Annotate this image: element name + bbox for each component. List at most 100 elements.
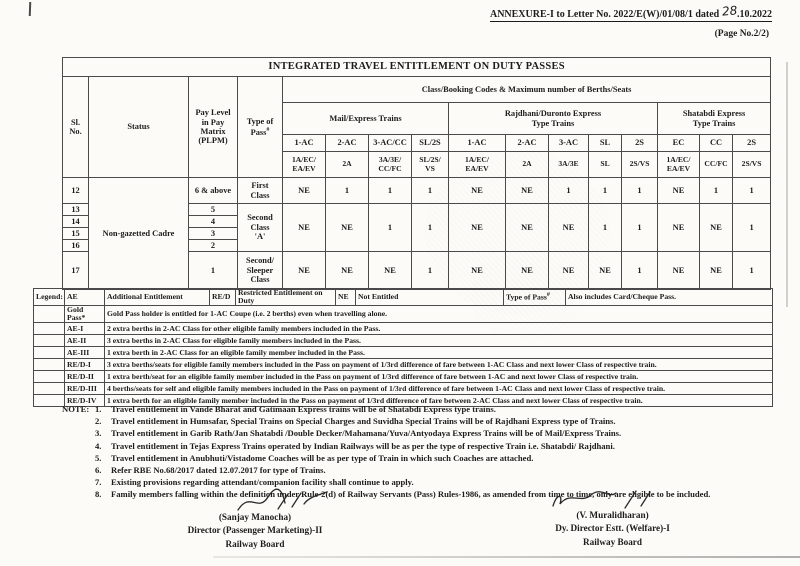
pay-level-cell: 3 bbox=[188, 227, 238, 240]
signatory-name: (Sanjay Manocha) bbox=[218, 512, 292, 522]
annexure-date: .10.2022 bbox=[737, 9, 772, 20]
pay-level-cell: 6 & above bbox=[188, 177, 238, 204]
legend-table: Legend: AE Additional Entitlement RE/D R… bbox=[33, 287, 773, 408]
value-cell: 1 bbox=[621, 203, 658, 252]
legend-desc: 1 extra berth/seat for an eligible famil… bbox=[104, 370, 773, 384]
sl-no-cell: 17 bbox=[62, 251, 89, 290]
booking-code: 3A/3E/ CC/FC bbox=[368, 151, 412, 178]
booking-code: SL bbox=[588, 151, 622, 178]
table-row: 15 3 bbox=[62, 227, 771, 240]
booking-code: 1A/EC/ EA/EV bbox=[448, 151, 506, 178]
signature-block-left: (Sanjay Manocha) Director (Passenger Mar… bbox=[140, 511, 370, 551]
value-cell: 1 bbox=[731, 251, 772, 290]
legend-desc: Restricted Entitlement on Duty bbox=[235, 287, 336, 307]
booking-code: SL/2S/ VS bbox=[411, 151, 449, 178]
entitlement-table: INTEGRATED TRAVEL ENTITLEMENT ON DUTY PA… bbox=[61, 57, 772, 290]
legend-row: Legend: AE Additional Entitlement RE/D R… bbox=[33, 287, 773, 307]
value-cell: 1 bbox=[731, 203, 772, 252]
pay-level-cell: 5 bbox=[188, 203, 238, 216]
class-header: 2-AC bbox=[505, 134, 549, 152]
legend-label: Legend: bbox=[33, 287, 65, 307]
class-header: SL/2S bbox=[411, 134, 449, 152]
value-cell: 1 bbox=[411, 203, 449, 252]
pay-level-cell: 4 bbox=[188, 215, 238, 228]
value-cell: NE bbox=[325, 203, 369, 252]
notes-section: NOTE: 1. Travel entitlement in Vande Bhar… bbox=[62, 403, 776, 501]
status-cell: Non-gazetted Cadre bbox=[88, 177, 189, 290]
legend-row: RE/D-I 3 extra berths/seats for eligible… bbox=[33, 358, 773, 372]
signatory-org: Railway Board bbox=[225, 538, 285, 549]
legend-code: AE-I bbox=[64, 322, 105, 336]
group-header-shatabdi: Shatabdi Express Type Trains bbox=[656, 102, 772, 135]
legend-desc: Also includes Card/Cheque Pass. bbox=[565, 287, 773, 307]
value-cell: NE bbox=[505, 203, 549, 252]
value-cell: 1 bbox=[588, 177, 622, 204]
booking-code: 2S/VS bbox=[731, 151, 772, 178]
class-header: SL bbox=[588, 134, 622, 152]
group-header-rajdhani: Rajdhani/Duronto Express Type Trains bbox=[448, 102, 658, 135]
class-header: CC bbox=[699, 134, 733, 152]
pay-level-cell: 1 bbox=[188, 251, 238, 290]
page-number: (Page No.2/2) bbox=[714, 29, 769, 39]
sl-no-cell: 15 bbox=[62, 227, 89, 240]
value-cell: NE bbox=[548, 203, 589, 252]
value-cell: NE bbox=[699, 203, 733, 252]
booking-code: 2S/VS bbox=[621, 151, 658, 178]
value-cell: 1 bbox=[325, 177, 369, 204]
booking-code: 2A bbox=[505, 151, 549, 178]
legend-desc: 1 extra berth in 2-AC Class for an eligi… bbox=[104, 346, 773, 360]
legend-code: Type of Pass# bbox=[503, 287, 566, 307]
value-cell: 1 bbox=[368, 177, 412, 204]
class-header: 2S bbox=[621, 134, 658, 152]
booking-code: 1A/EC/ EA/EV bbox=[657, 151, 700, 178]
legend-desc: 3 extra berths in 2-AC Class for eligibl… bbox=[104, 334, 773, 348]
legend-code: NE bbox=[335, 287, 356, 307]
col-header-type-of-pass: Type of Pass# bbox=[237, 76, 283, 178]
pass-type-cell: Second/ Sleeper Class bbox=[237, 251, 283, 290]
legend-desc: Gold Pass holder is entitled for 1-AC Co… bbox=[104, 305, 773, 324]
legend-code: RE/D-II bbox=[64, 370, 105, 384]
class-header: 3-AC bbox=[548, 134, 589, 152]
value-cell: NE bbox=[368, 251, 412, 290]
col-header-status: Status bbox=[88, 76, 189, 178]
class-header: 1-AC bbox=[448, 134, 506, 152]
note-item: 3. Travel entitlement in Garib Rath/Jan S… bbox=[95, 428, 622, 439]
value-cell: NE bbox=[657, 251, 700, 290]
booking-code: 2A bbox=[325, 151, 369, 178]
scan-line bbox=[786, 62, 788, 307]
table-row: 12 Non-gazetted Cadre 6 & above First Cl… bbox=[62, 177, 772, 290]
class-header: EC bbox=[657, 134, 700, 152]
group-header-mail-express: Mail/Express Trains bbox=[282, 102, 449, 135]
booking-code: 1A/EC/ EA/EV bbox=[282, 151, 326, 178]
annexure-header: ANNEXURE-I to Letter No. 2022/E(W)/01/08… bbox=[489, 3, 772, 22]
signature-right-handwriting bbox=[552, 490, 651, 509]
legend-desc: 4 berths/seats for self and eligible fam… bbox=[104, 382, 773, 396]
value-cell: 1 bbox=[588, 203, 622, 252]
sl-no-cell: 16 bbox=[62, 239, 89, 252]
note-item: 7. Existing provisions regarding attendan… bbox=[95, 477, 414, 488]
note-item: 1. Travel entitlement in Vande Bharat and… bbox=[95, 404, 496, 414]
legend-row: AE-I 2 extra berths in 2-AC Class for ot… bbox=[33, 322, 773, 336]
handwritten-day: 28 bbox=[721, 3, 738, 19]
legend-code: Gold Pass* bbox=[64, 305, 105, 324]
legend-row: RE/D-III 4 berths/seats for self and eli… bbox=[33, 382, 773, 396]
class-header: 1-AC bbox=[282, 134, 326, 152]
value-cell: NE bbox=[448, 177, 506, 204]
legend-row: RE/D-IV 1 extra berth for an eligible fa… bbox=[33, 394, 773, 408]
legend-desc: Not Entitled bbox=[355, 287, 504, 307]
value-cell: NE bbox=[657, 177, 700, 204]
signatory-title: Dy. Director Estt. (Welfare)-I bbox=[555, 523, 670, 534]
value-cell: NE bbox=[325, 251, 369, 290]
value-cell: NE bbox=[548, 251, 589, 290]
value-cell: NE bbox=[657, 203, 700, 252]
booking-code: 3A/3E bbox=[548, 151, 589, 178]
pay-level-cell: 2 bbox=[188, 239, 238, 252]
note-item: 5. Travel entitlement in Anubhuti/Vistado… bbox=[95, 452, 534, 463]
table-row: 16 2 bbox=[62, 239, 771, 252]
pass-footnote-mark: # bbox=[266, 126, 270, 133]
value-cell: NE bbox=[699, 251, 733, 290]
legend-code: RE/D-III bbox=[64, 382, 105, 396]
value-cell: 1 bbox=[731, 177, 772, 204]
legend-desc: 1 extra berth for an eligible family mem… bbox=[104, 394, 773, 408]
